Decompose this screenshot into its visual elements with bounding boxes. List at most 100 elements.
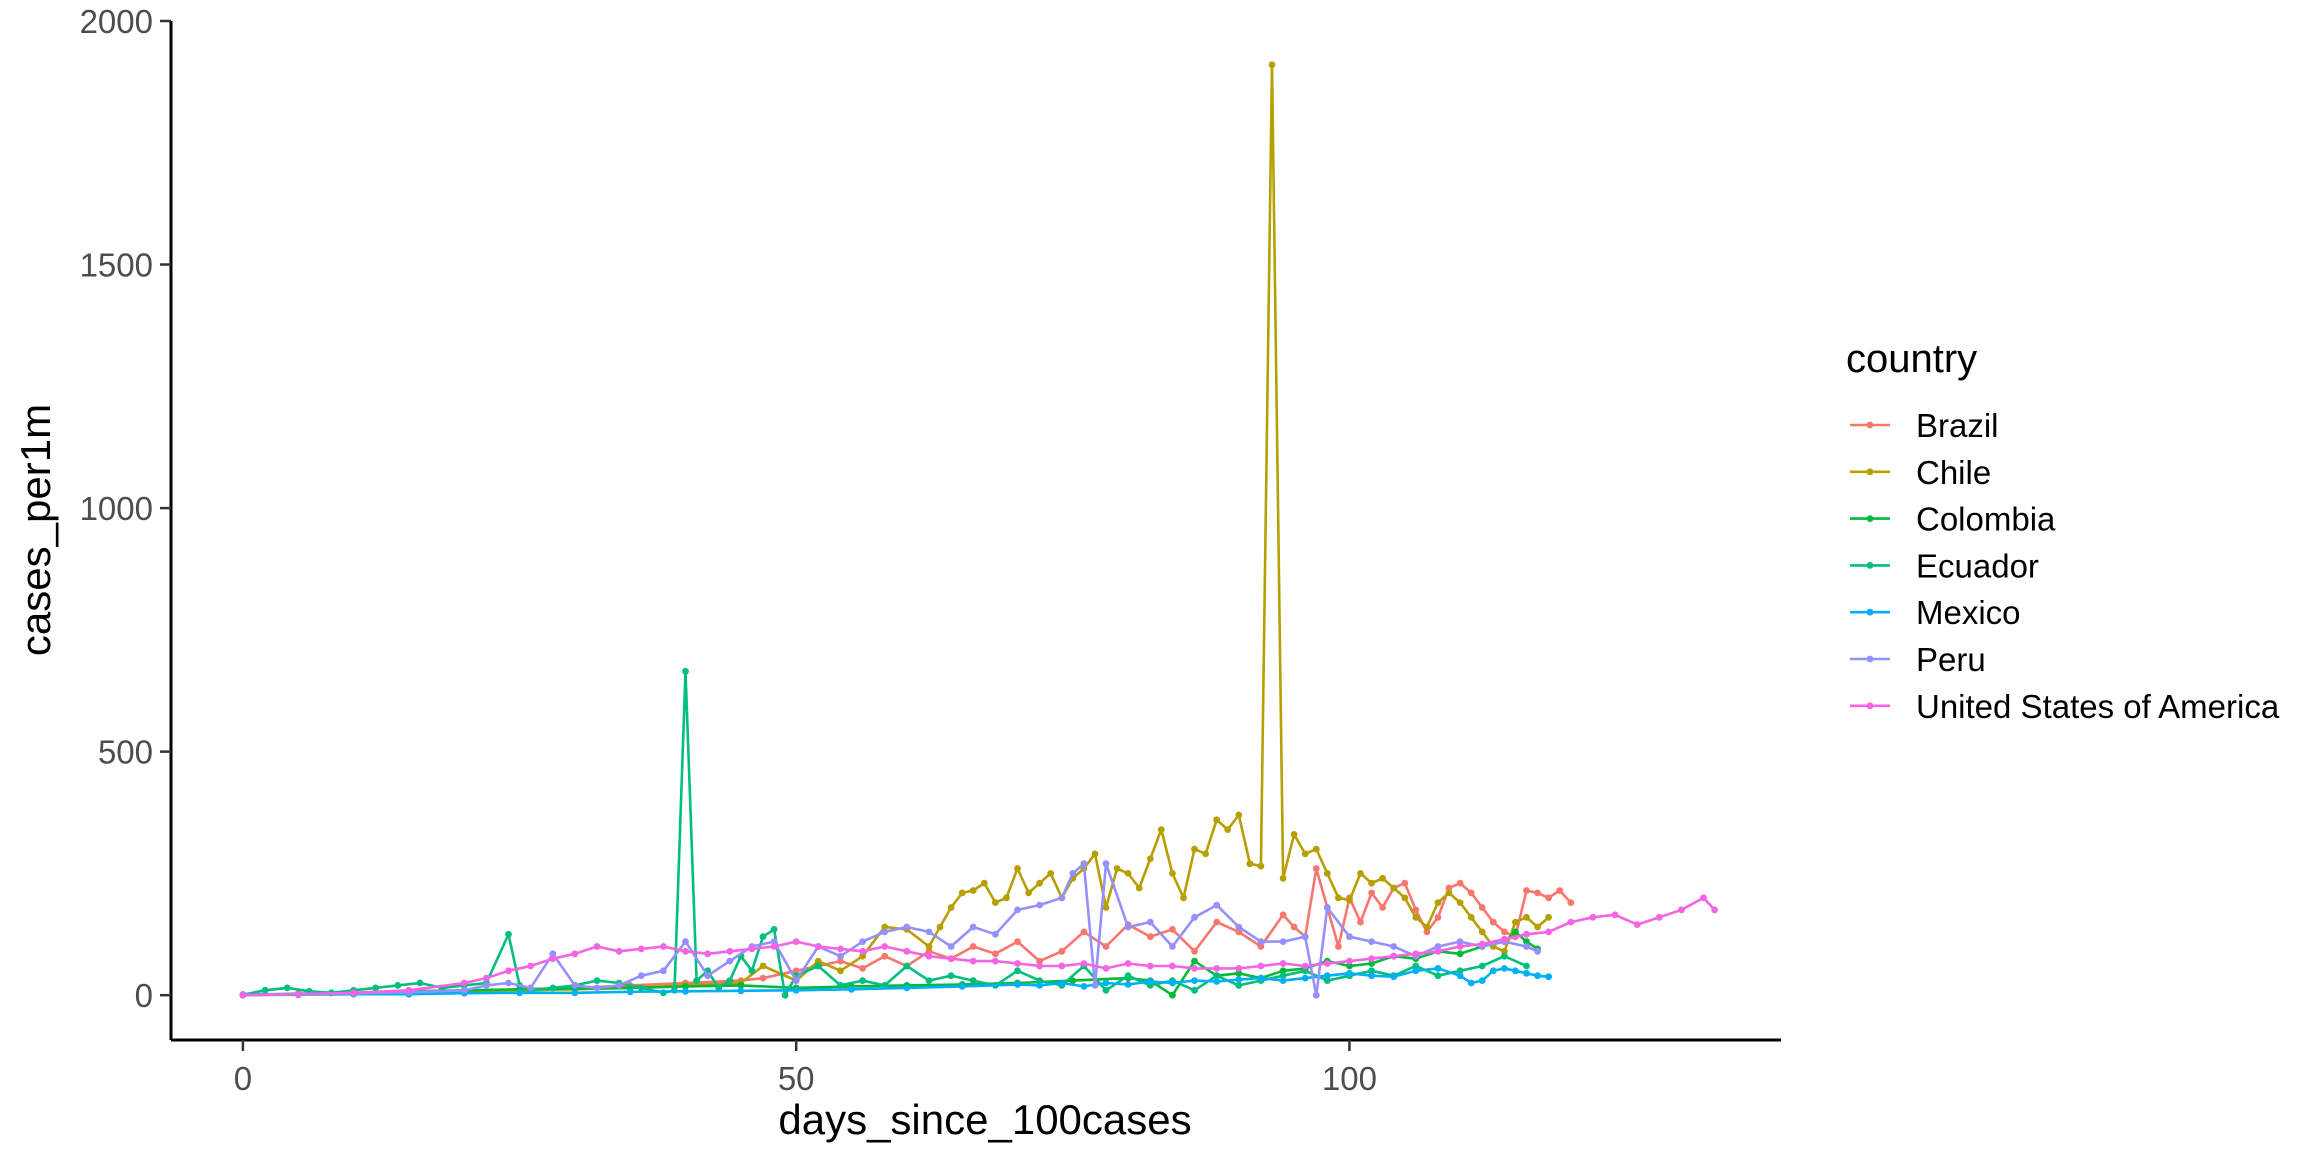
legend-key-point bbox=[1866, 608, 1874, 616]
data-point bbox=[759, 974, 767, 982]
data-point bbox=[992, 957, 999, 965]
plot-area bbox=[239, 61, 1718, 999]
data-point bbox=[1014, 981, 1021, 988]
data-point bbox=[859, 952, 866, 960]
data-point bbox=[837, 967, 844, 975]
series-chile bbox=[239, 61, 1552, 999]
data-point bbox=[770, 938, 778, 945]
data-point bbox=[1124, 972, 1132, 980]
data-point bbox=[1146, 855, 1154, 863]
series-line bbox=[242, 896, 1716, 997]
data-point bbox=[1146, 933, 1154, 941]
data-point bbox=[1368, 938, 1375, 945]
series-united-states-of-america bbox=[239, 894, 1718, 999]
data-point bbox=[737, 987, 745, 995]
legend-title: country bbox=[1846, 337, 1977, 381]
data-point bbox=[1401, 879, 1409, 887]
data-point bbox=[394, 982, 402, 989]
x-ticks: 0 50 100 bbox=[234, 1040, 1377, 1097]
data-point bbox=[969, 977, 977, 984]
x-axis-title: days_since_100cases bbox=[778, 1096, 1191, 1143]
data-point bbox=[1191, 957, 1198, 965]
data-point bbox=[1102, 860, 1110, 868]
data-point bbox=[1146, 918, 1154, 926]
legend-key-point bbox=[1866, 702, 1874, 710]
data-point bbox=[372, 984, 380, 992]
data-point bbox=[1301, 850, 1309, 858]
data-point bbox=[936, 923, 944, 931]
data-point bbox=[660, 967, 667, 975]
data-point bbox=[715, 984, 723, 992]
data-point bbox=[1036, 879, 1043, 887]
data-point bbox=[1312, 845, 1320, 853]
data-point bbox=[704, 950, 712, 958]
data-point bbox=[837, 982, 844, 989]
data-point bbox=[1235, 923, 1243, 931]
data-point bbox=[1235, 928, 1243, 936]
legend-label: Ecuador bbox=[1916, 547, 2039, 584]
data-point bbox=[737, 982, 745, 989]
legend-label: Colombia bbox=[1916, 501, 2056, 538]
data-point bbox=[1412, 906, 1420, 914]
data-point bbox=[1191, 845, 1198, 853]
data-point bbox=[1290, 923, 1298, 931]
data-point bbox=[549, 950, 557, 958]
data-point bbox=[992, 950, 999, 958]
data-point bbox=[1478, 940, 1486, 948]
data-point bbox=[1191, 986, 1198, 994]
data-point bbox=[1545, 894, 1552, 902]
legend: country Brazil Chile Colombia Ecuador Mexico… bbox=[1846, 337, 2280, 725]
data-point bbox=[1213, 918, 1221, 926]
data-point bbox=[1534, 923, 1541, 931]
data-point bbox=[1335, 894, 1342, 902]
data-point bbox=[1301, 974, 1309, 982]
data-point bbox=[814, 957, 822, 965]
data-point bbox=[903, 984, 911, 992]
data-point bbox=[1456, 967, 1464, 975]
data-point bbox=[1434, 899, 1442, 906]
data-point bbox=[1567, 918, 1575, 926]
data-point bbox=[726, 977, 734, 984]
data-point bbox=[571, 989, 579, 997]
legend-item: Ecuador bbox=[1850, 547, 2039, 584]
data-point bbox=[969, 923, 977, 931]
data-point bbox=[792, 967, 800, 975]
data-point bbox=[1102, 904, 1110, 911]
axes: 0 50 100 0 500 1000 1500 2000 bbox=[80, 3, 1781, 1097]
data-point bbox=[1545, 913, 1552, 921]
data-point bbox=[505, 979, 512, 987]
data-point bbox=[615, 947, 623, 955]
data-point bbox=[1545, 928, 1552, 936]
data-point bbox=[1169, 962, 1176, 970]
data-point bbox=[593, 977, 601, 984]
data-point bbox=[1445, 884, 1453, 892]
data-point bbox=[1257, 974, 1265, 982]
data-point bbox=[881, 982, 889, 989]
legend-key-point bbox=[1866, 468, 1874, 476]
data-point bbox=[615, 982, 623, 989]
data-point bbox=[1534, 972, 1541, 980]
data-point bbox=[1213, 972, 1221, 980]
data-point bbox=[1456, 950, 1464, 958]
data-point bbox=[1655, 913, 1663, 921]
data-point bbox=[1346, 962, 1353, 970]
data-point bbox=[1346, 957, 1353, 965]
legend-label: Brazil bbox=[1916, 407, 1999, 444]
data-point bbox=[1025, 889, 1032, 897]
data-point bbox=[1390, 884, 1398, 892]
data-point bbox=[1434, 972, 1442, 980]
data-point bbox=[1135, 884, 1143, 892]
data-point bbox=[1456, 899, 1464, 906]
data-point bbox=[1014, 967, 1021, 975]
data-point bbox=[1523, 938, 1530, 945]
data-point bbox=[1124, 960, 1132, 967]
data-point bbox=[1323, 870, 1331, 877]
legend-label: United States of America bbox=[1916, 688, 2280, 725]
data-point bbox=[505, 967, 512, 975]
data-point bbox=[682, 987, 689, 995]
data-point bbox=[1080, 860, 1088, 868]
data-point bbox=[1434, 913, 1442, 921]
data-point bbox=[1379, 904, 1386, 911]
data-point bbox=[1323, 960, 1331, 967]
data-point bbox=[693, 977, 700, 984]
